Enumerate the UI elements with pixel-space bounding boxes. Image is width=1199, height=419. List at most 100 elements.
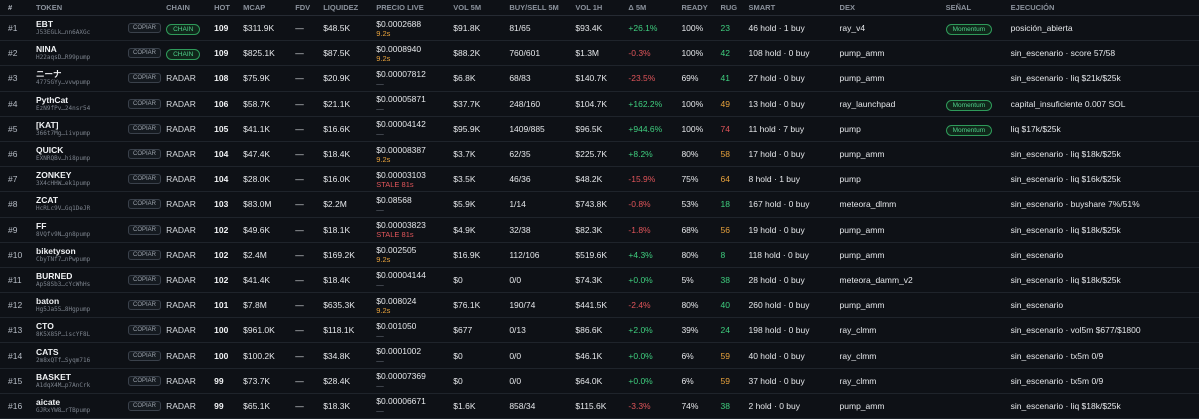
rug-cell: 49: [718, 91, 747, 117]
header-ready[interactable]: READY: [679, 0, 719, 16]
table-row[interactable]: #9 FF 8VQfv9N…gn8pump COPIAR RADAR 102 $…: [0, 217, 1199, 243]
copy-button[interactable]: COPIAR: [128, 23, 162, 34]
table-row[interactable]: #8 ZCAT HcRLc9V…Gq1DeJR COPIAR RADAR 103…: [0, 191, 1199, 218]
header-hot[interactable]: HOT: [212, 0, 242, 16]
chain-badge: RADAR: [166, 300, 196, 311]
copy-button[interactable]: COPIAR: [128, 123, 162, 134]
token-cell: baton Hg5Ja55…8Hgpump COPIAR: [34, 292, 165, 319]
price-value: $0.00006671: [376, 396, 426, 407]
buysell-cell: 0/0: [507, 368, 574, 394]
table-row[interactable]: #5 [KAT] 366t7Mg…iivpump COPIAR RADAR 10…: [0, 116, 1199, 142]
smart-cell: 118 hold · 0 buy: [746, 242, 838, 268]
copy-button[interactable]: COPIAR: [128, 274, 162, 285]
table-row[interactable]: #13 CTO 8K5X85P…iscYF8L COPIAR RADAR 100…: [0, 317, 1199, 344]
mcap-cell: $825.1K: [241, 40, 294, 67]
execution-cell: sin_escenario · liq $18k/$25k: [1008, 267, 1199, 294]
token-name: aicate: [36, 396, 61, 407]
token-address: H22aqsD…R99pump: [36, 54, 91, 62]
chain-cell: RADAR: [164, 166, 213, 193]
table-row[interactable]: #16 aicate GJRxYW8…rTBpump COPIAR RADAR …: [0, 393, 1199, 419]
header-vol1h[interactable]: VOL 1H: [573, 0, 627, 16]
token-name: biketyson: [36, 245, 76, 256]
price-cell: $0.08568 —: [374, 191, 452, 218]
copy-button[interactable]: COPIAR: [128, 350, 162, 361]
header-fdv[interactable]: FDV: [293, 0, 322, 16]
dex-cell: pump_amm: [837, 65, 944, 92]
header-liquidez[interactable]: LIQUIDEZ: [321, 0, 375, 16]
buysell-cell: 0/13: [507, 317, 574, 344]
header-mcap[interactable]: MCAP: [241, 0, 294, 16]
table-row[interactable]: #1 EBT J53EGLk…nn6AXGc COPIAR CHAIN 109 …: [0, 15, 1199, 42]
rank-cell: #9: [0, 217, 35, 243]
chain-cell: RADAR: [164, 191, 213, 218]
execution-cell: sin_escenario · score 57/58: [1008, 40, 1199, 67]
copy-button[interactable]: COPIAR: [128, 48, 162, 59]
table-row[interactable]: #11 BURNED Ap58Sb3…cYcWhHs COPIAR RADAR …: [0, 267, 1199, 294]
table-row[interactable]: #7 ZONKEY 3X4cHHW…ek1pump COPIAR RADAR 1…: [0, 166, 1199, 193]
header-rug[interactable]: RUG: [718, 0, 747, 16]
table-row[interactable]: #10 biketyson CbyTNf7…nPwpump COPIAR RAD…: [0, 242, 1199, 268]
header-buysell[interactable]: BUY/SELL 5M: [507, 0, 574, 16]
price-age: —: [376, 204, 384, 214]
table-row[interactable]: #2 NINA H22aqsD…R99pump COPIAR CHAIN 109…: [0, 40, 1199, 67]
chain-badge: RADAR: [166, 98, 196, 109]
copy-button[interactable]: COPIAR: [128, 249, 162, 260]
header-precio[interactable]: PRECIO LIVE: [374, 0, 452, 16]
header-ejecucion[interactable]: EJECUCIÓN: [1008, 0, 1199, 16]
table-row[interactable]: #3 ニーナ 4775GYy…vvwpump COPIAR RADAR 108 …: [0, 65, 1199, 92]
copy-button[interactable]: COPIAR: [128, 98, 162, 109]
table-row[interactable]: #6 QUICK EXNRQBv…hi8pump COPIAR RADAR 10…: [0, 141, 1199, 168]
table-row[interactable]: #4 PythCat EzN9fPv…24nsr54 COPIAR RADAR …: [0, 91, 1199, 117]
price-age: 9.2s: [376, 28, 391, 38]
table-row[interactable]: #14 CATS 2m8xQTf…Syqm716 COPIAR RADAR 10…: [0, 342, 1199, 369]
buysell-cell: 248/160: [507, 91, 574, 117]
copy-button[interactable]: COPIAR: [128, 149, 162, 160]
copy-button[interactable]: COPIAR: [128, 375, 162, 386]
table-row[interactable]: #15 BASKET A1dqX4M…p7AnCrk COPIAR RADAR …: [0, 368, 1199, 394]
copy-button[interactable]: COPIAR: [128, 400, 162, 411]
copy-button[interactable]: COPIAR: [128, 325, 162, 336]
buysell-cell: 32/38: [507, 217, 574, 243]
fdv-cell: —: [293, 393, 322, 419]
price-cell: $0.002505 9.2s: [374, 242, 452, 268]
header-smart[interactable]: SMART: [746, 0, 838, 16]
copy-button[interactable]: COPIAR: [128, 300, 162, 311]
header-vol5m[interactable]: VOL 5M: [451, 0, 508, 16]
vol5m-cell: $88.2K: [451, 40, 508, 67]
header-senal[interactable]: SEÑAL: [943, 0, 1009, 16]
price-value: $0.00004144: [376, 270, 426, 281]
chain-badge: RADAR: [166, 73, 196, 84]
chain-badge: RADAR: [166, 274, 196, 285]
liquidity-cell: $18.3K: [321, 393, 375, 419]
copy-button[interactable]: COPIAR: [128, 224, 162, 235]
liquidity-cell: $16.6K: [321, 116, 375, 142]
header-dex[interactable]: DEX: [837, 0, 944, 16]
liquidity-cell: $20.9K: [321, 65, 375, 92]
token-address: 2m8xQTf…Syqm716: [36, 356, 91, 364]
chain-cell: RADAR: [164, 242, 213, 268]
copy-button[interactable]: COPIAR: [128, 199, 162, 210]
token-cell: biketyson CbyTNf7…nPwpump COPIAR: [34, 242, 165, 268]
header-rank[interactable]: #: [0, 0, 35, 16]
execution-cell: sin_escenario · tx5m 0/9: [1008, 342, 1199, 369]
mcap-cell: $311.9K: [241, 15, 294, 42]
token-cell: ZONKEY 3X4cHHW…ek1pump COPIAR: [34, 166, 165, 193]
rug-cell: 18: [718, 191, 747, 218]
fdv-cell: —: [293, 191, 322, 218]
rank-cell: #12: [0, 292, 35, 319]
header-chain[interactable]: CHAIN: [164, 0, 213, 16]
signal-cell: [943, 317, 1009, 344]
buysell-cell: 1409/885: [507, 116, 574, 142]
chain-cell: RADAR: [164, 65, 213, 92]
mcap-cell: $41.1K: [241, 116, 294, 142]
price-value: $0.0002688: [376, 18, 422, 29]
copy-button[interactable]: COPIAR: [128, 73, 162, 84]
header-token[interactable]: TOKEN: [34, 0, 165, 16]
rank-cell: #1: [0, 15, 35, 42]
price-value: $0.001050: [376, 320, 417, 331]
chain-badge: RADAR: [166, 400, 196, 411]
header-delta[interactable]: Δ 5M: [626, 0, 680, 16]
copy-button[interactable]: COPIAR: [128, 174, 162, 185]
hot-cell: 99: [212, 393, 242, 419]
table-row[interactable]: #12 baton Hg5Ja55…8Hgpump COPIAR RADAR 1…: [0, 292, 1199, 319]
